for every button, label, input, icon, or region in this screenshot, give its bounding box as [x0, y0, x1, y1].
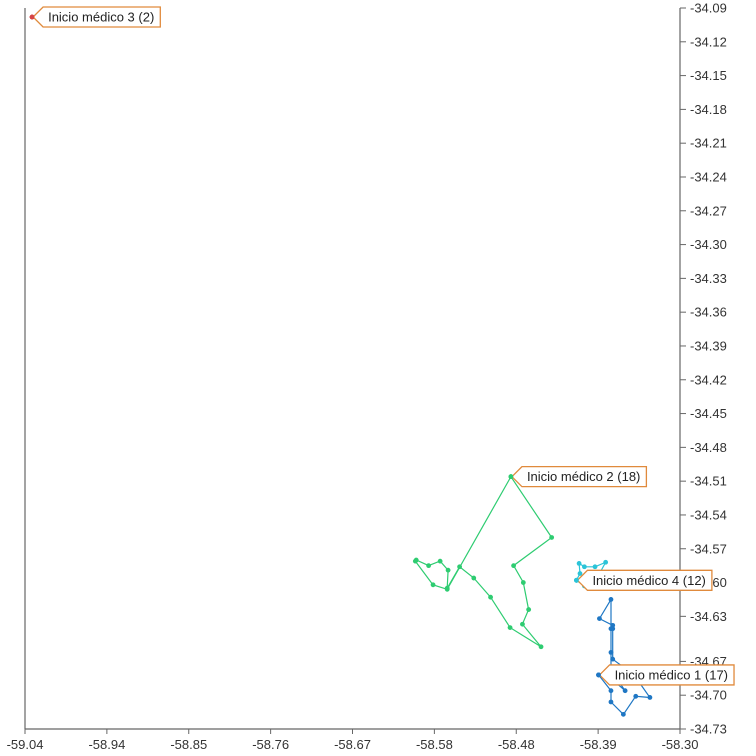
x-tick-label: -59.04: [7, 737, 44, 752]
y-tick-label: -34.21: [690, 136, 727, 151]
series-callout-label: Inicio médico 2 (18): [527, 469, 640, 484]
series-start-point: [596, 672, 601, 678]
series-callout: Inicio médico 1 (17): [596, 664, 735, 686]
series-point: [437, 558, 443, 564]
series-callout: Inicio médico 4 (12): [574, 569, 713, 591]
x-tick-label: -58.85: [170, 737, 207, 752]
series-point: [622, 688, 628, 694]
y-tick-label: -34.09: [690, 1, 727, 16]
series-point: [520, 621, 525, 627]
y-tick-label: -34.42: [690, 372, 727, 387]
series-callout-label: Inicio médico 3 (2): [48, 10, 154, 25]
x-tick-label: -58.48: [498, 737, 535, 752]
series-point: [538, 644, 544, 650]
y-tick-label: -34.54: [690, 507, 727, 522]
series-point: [610, 656, 616, 662]
series-point: [520, 580, 526, 585]
series-start-point: [508, 474, 514, 480]
series-start-point: [29, 14, 35, 20]
series-point: [576, 560, 582, 566]
x-tick-label: -58.58: [416, 737, 453, 752]
series-point: [592, 564, 598, 570]
series-callout-box: [598, 664, 735, 686]
series-route-line: [414, 476, 553, 648]
y-tick-label: -34.27: [690, 203, 727, 218]
x-tick-label: -58.94: [88, 737, 125, 752]
series-point: [577, 571, 583, 576]
y-tick-label: -34.45: [690, 406, 727, 421]
series-point: [608, 688, 614, 694]
series-route-line: [598, 597, 652, 716]
x-tick-label: -58.30: [662, 737, 699, 752]
series-point: [471, 575, 477, 581]
y-tick-label: -34.30: [690, 237, 727, 252]
x-tick-label: -58.67: [334, 737, 371, 752]
series-callout-box: [511, 466, 648, 488]
y-tick-label: -34.18: [690, 102, 727, 117]
y-axis-ticks: -34.09 -34.12 -34.15 -34.18 -34.21 -34.24 -34.…: [680, 1, 727, 737]
series-point: [603, 559, 609, 565]
series-callout-box: [32, 6, 161, 28]
x-tick-label: -58.76: [252, 737, 289, 752]
series-point: [445, 567, 451, 573]
x-tick-label: -58.39: [580, 737, 617, 752]
y-tick-label: -34.24: [690, 169, 727, 184]
y-tick-label: -34.33: [690, 271, 727, 286]
series-point: [412, 558, 418, 564]
series-layer: [29, 14, 653, 717]
series-callout-label: Inicio médico 4 (12): [592, 573, 705, 588]
series-start-point: [574, 577, 579, 583]
series-point: [444, 586, 450, 592]
series-point: [608, 597, 614, 602]
y-tick-label: -34.57: [690, 541, 727, 556]
y-tick-label: -34.51: [690, 474, 727, 489]
y-tick-label: -34.48: [690, 440, 727, 455]
y-tick-label: -34.15: [690, 68, 727, 83]
series-point: [608, 626, 614, 632]
y-tick-label: -34.39: [690, 338, 727, 353]
series-callout-box: [576, 569, 713, 591]
y-tick-label: -34.12: [690, 34, 727, 49]
y-tick-label: -34.63: [690, 609, 727, 624]
series-point: [430, 582, 436, 588]
series-point: [608, 699, 614, 705]
y-tick-label: -34.36: [690, 305, 727, 320]
series-point: [526, 607, 532, 612]
series-point: [647, 695, 653, 700]
series-point: [597, 616, 602, 621]
series-point: [488, 594, 493, 600]
callout-layer: Inicio médico 1 (17) Inicio médico 2 (18)…: [29, 6, 735, 686]
y-tick-label: -34.70: [690, 688, 727, 703]
series-callout-label: Inicio médico 1 (17): [615, 667, 728, 682]
series-callout: Inicio médico 2 (18): [508, 466, 648, 488]
y-tick-label: -34.73: [690, 722, 727, 737]
series-point: [511, 563, 516, 569]
series-point: [633, 693, 639, 699]
series-point: [620, 711, 626, 717]
series-callout: Inicio médico 3 (2): [29, 6, 161, 28]
series-point: [426, 563, 432, 569]
series-point: [457, 564, 463, 570]
series-point: [582, 564, 587, 570]
series-point: [608, 649, 614, 655]
series-point: [549, 535, 555, 540]
series-point: [507, 625, 513, 631]
x-axis-ticks: -59.04 -58.94 -58.85 -58.76 -58.67 -58.58 -58.…: [7, 729, 699, 752]
